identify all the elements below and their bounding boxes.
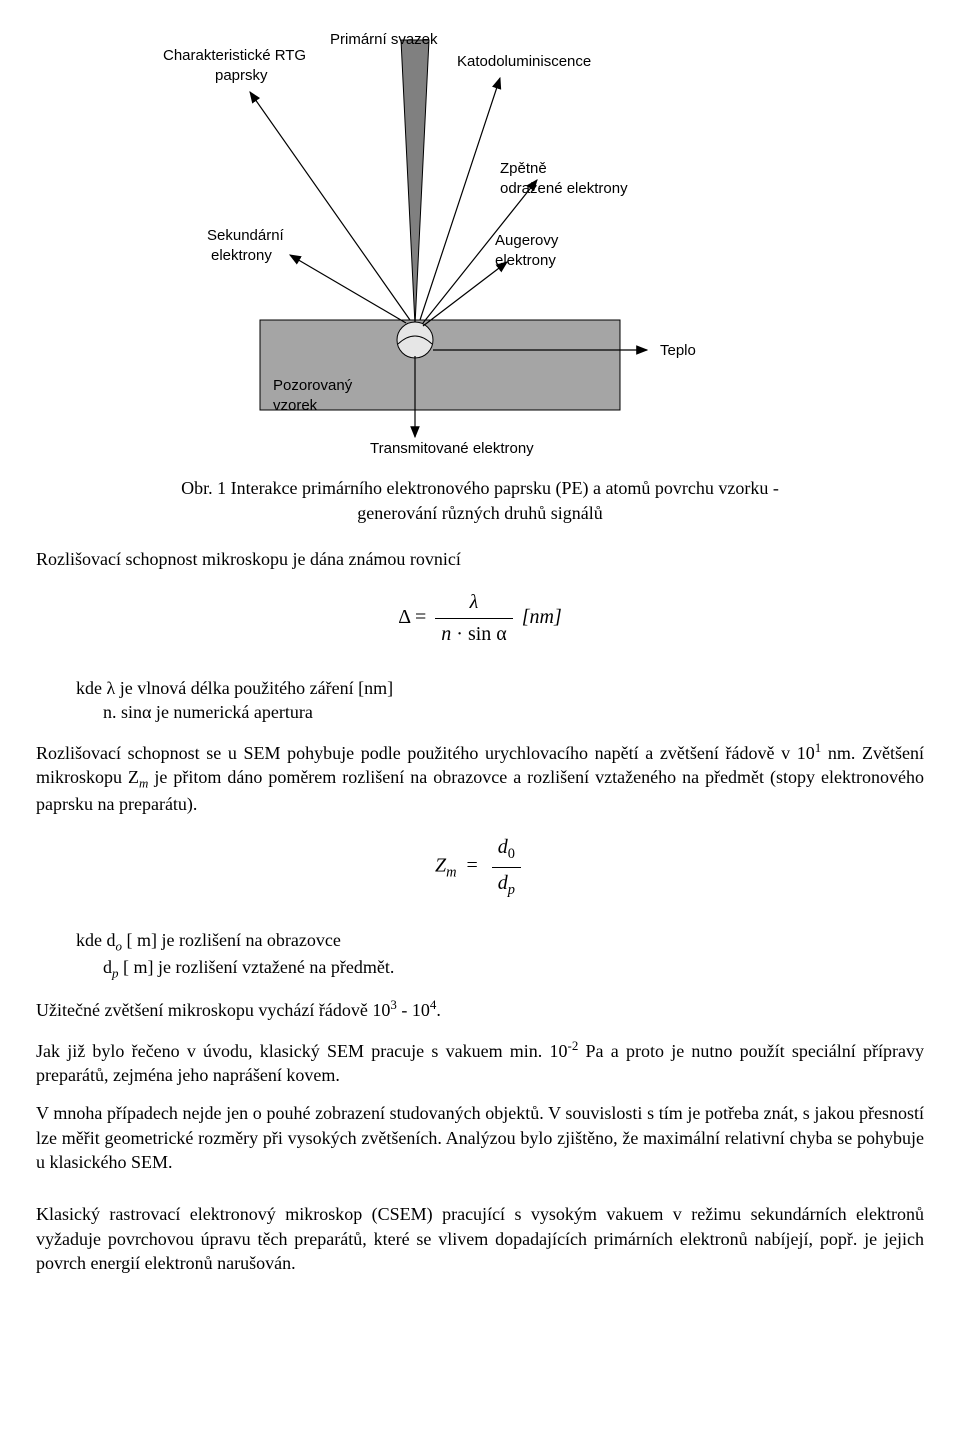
f1-den-dot: · (456, 623, 463, 645)
label-secondary-2: elektrony (211, 247, 272, 264)
caption-line1: Obr. 1 Interakce primárního elektronovéh… (181, 478, 779, 498)
def-dp-pre: d (103, 957, 112, 977)
def-aperture: n. sinα je numerická apertura (103, 702, 313, 722)
label-bse-2: odražené elektrony (500, 180, 628, 197)
defs-lambda: kde λ je vlnová délka použitého záření [… (76, 676, 924, 725)
figure-caption: Obr. 1 Interakce primárního elektronovéh… (96, 476, 864, 525)
p3-post: . (436, 1000, 441, 1020)
vacuum-para: Jak již bylo řečeno v úvodu, klasický SE… (36, 1037, 924, 1088)
def-do-post: [ m] je rozlišení na obrazovce (122, 930, 341, 950)
f2-num: d0 (492, 834, 521, 867)
f1-unit: [nm] (522, 606, 562, 628)
f1-den-sin: sin α (468, 623, 507, 645)
interaction-diagram: Charakteristické RTG paprsky Primární sv… (155, 30, 805, 466)
resolution-formula: Δ = λ n · sin α [nm] (36, 589, 924, 648)
label-transmitted: Transmitované elektrony (370, 440, 534, 457)
f2-Z: Z (435, 855, 446, 877)
f2-d0-d: d (498, 836, 508, 858)
csem-para: Klasický rastrovací elektronový mikrosko… (36, 1202, 924, 1275)
label-heat: Teplo (660, 342, 696, 359)
f2-frac: d0 dp (492, 834, 521, 900)
arrow-rtg (250, 92, 410, 320)
def-dp-post: [ m] je rozlišení vztažené na předmět. (118, 957, 394, 977)
useful-magnification: Užitečné zvětšení mikroskopu vychází řád… (36, 996, 924, 1022)
precision-para: V mnoha případech nejde jen o pouhé zobr… (36, 1101, 924, 1174)
magnification-formula: Zm = d0 dp (36, 834, 924, 900)
f2-m: m (446, 865, 456, 881)
label-auger-1: Augerovy (495, 232, 559, 249)
f2-den: dp (492, 868, 521, 900)
f1-num: λ (435, 589, 513, 619)
f1-den: n · sin α (435, 619, 513, 648)
resolution-range: Rozlišovací schopnost se u SEM pohybuje … (36, 739, 924, 817)
f1-den-n: n (441, 623, 451, 645)
f2-d0-0: 0 (508, 846, 515, 862)
primary-beam (401, 40, 429, 325)
p2-post: je přitom dáno poměrem rozlišení na obra… (36, 767, 924, 814)
caption-line2: generování různých druhů signálů (357, 503, 602, 523)
p4-e: -2 (568, 1038, 579, 1053)
p4-pre: Jak již bylo řečeno v úvodu, klasický SE… (36, 1041, 568, 1061)
label-sample-1: Pozorovaný (273, 377, 353, 394)
defs-d: kde do [ m] je rozlišení na obrazovce dp… (76, 928, 924, 982)
interaction-svg: Charakteristické RTG paprsky Primární sv… (155, 30, 805, 460)
f2-dp-d: d (498, 872, 508, 894)
f1-lhs: Δ = (398, 606, 426, 628)
def-lambda-post: ] (387, 678, 393, 698)
f2-eq: = (467, 855, 478, 877)
label-cathodo: Katodoluminiscence (457, 53, 591, 70)
label-secondary-1: Sekundární (207, 227, 285, 244)
arrow-cathodo (420, 78, 500, 320)
def-lambda-pre: kde λ je vlnová délka použitého záření [ (76, 678, 364, 698)
label-rtg-2: paprsky (215, 67, 268, 84)
label-primary: Primární svazek (330, 31, 438, 48)
p3-pre: Užitečné zvětšení mikroskopu vychází řád… (36, 1000, 390, 1020)
p2-subm: m (139, 776, 148, 791)
label-rtg-1: Charakteristické RTG (163, 47, 306, 64)
label-bse-1: Zpětně (500, 160, 547, 177)
p3-mid: - 10 (397, 1000, 430, 1020)
f1-frac: λ n · sin α (435, 589, 513, 648)
f2-dp-p: p (508, 882, 515, 898)
p2-pre: Rozlišovací schopnost se u SEM pohybuje … (36, 743, 815, 763)
def-lambda-unit: nm (364, 678, 387, 698)
label-auger-2: elektrony (495, 252, 556, 269)
resolution-intro: Rozlišovací schopnost mikroskopu je dána… (36, 547, 924, 571)
def-do-pre: kde d (76, 930, 116, 950)
label-sample-2: vzorek (273, 397, 318, 414)
